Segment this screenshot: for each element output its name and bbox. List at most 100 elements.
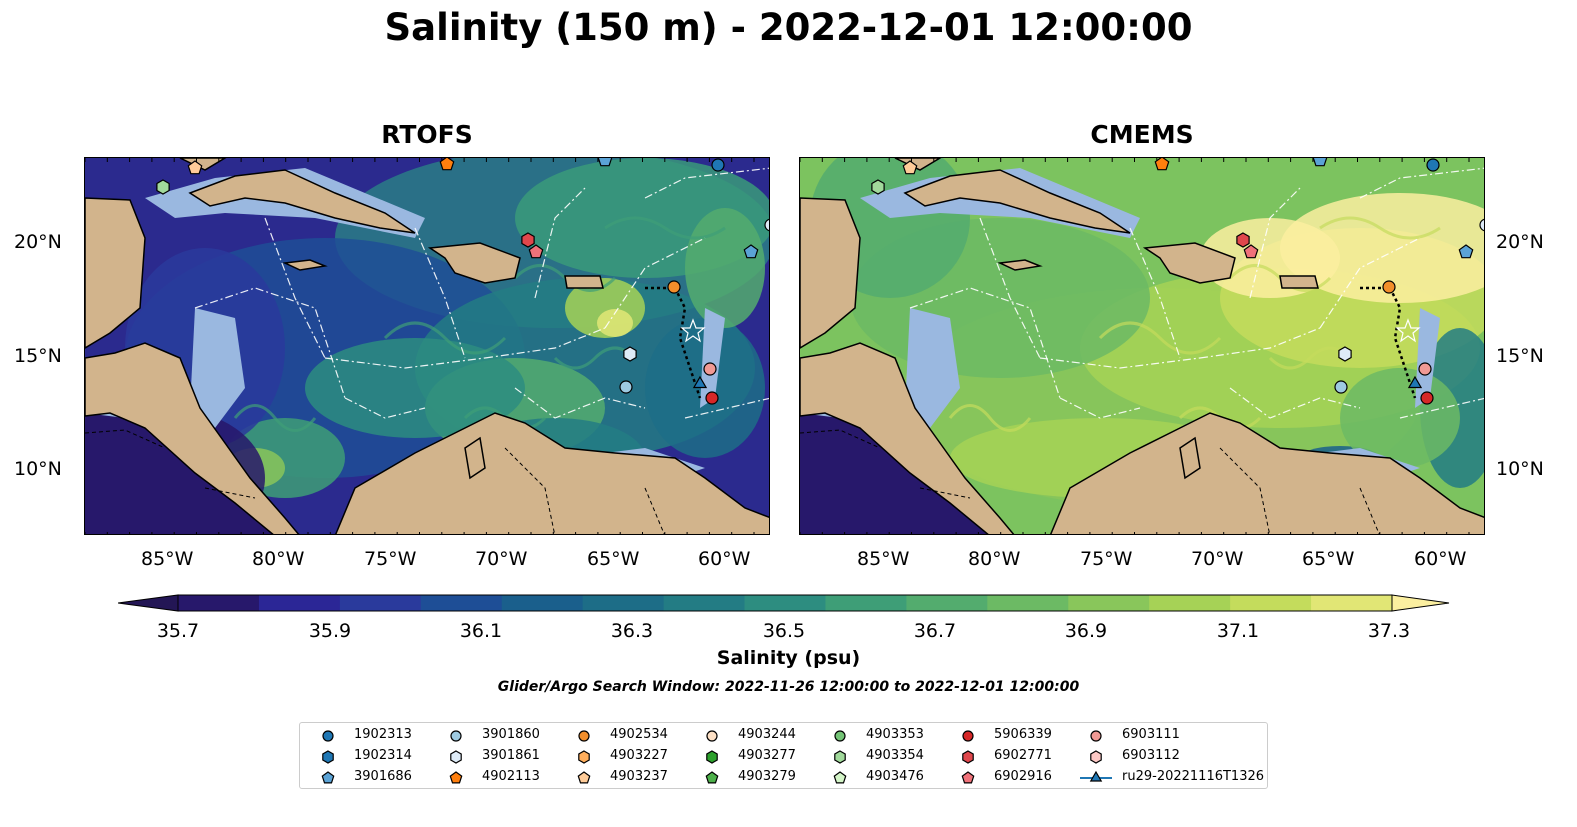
eddy-filament — [948, 404, 1032, 432]
colorbar-tick-label: 36.9 — [1064, 620, 1108, 642]
legend-marker-icon — [322, 750, 334, 764]
legend-marker-icon — [1090, 730, 1102, 742]
float-marker — [871, 179, 885, 195]
legend-marker-icon — [962, 750, 974, 764]
colorbar-segment — [987, 595, 1069, 611]
legend-entry: 5906339 — [950, 726, 1070, 744]
lon-tick-label: 65°W — [587, 548, 640, 570]
legend-label: 4902113 — [482, 769, 540, 784]
legend-entry: 1902313 — [310, 726, 430, 744]
float-marker — [1312, 158, 1328, 167]
continental-shelf — [905, 308, 960, 428]
float-marker — [619, 380, 633, 394]
legend-symbol — [962, 750, 974, 764]
legend-entry: 4903476 — [822, 768, 942, 786]
country-border — [644, 487, 665, 534]
legend-entry: 4903237 — [566, 768, 686, 786]
lat-tick-label: 15°N — [1496, 345, 1544, 367]
float-marker — [528, 244, 544, 259]
continental-shelf — [1415, 308, 1440, 408]
legend-symbol — [705, 771, 719, 784]
legend-label: 6903112 — [1122, 748, 1180, 763]
colorbar-segment — [825, 595, 907, 611]
panel-title-rtofs: RTOFS — [381, 120, 473, 149]
legend-label: 1902314 — [354, 748, 412, 763]
legend-symbol — [578, 750, 590, 764]
legend-marker-icon — [961, 771, 975, 784]
legend-marker-icon — [577, 771, 591, 784]
map-panel-cmems — [799, 157, 1485, 535]
eez-boundary — [1319, 237, 1421, 329]
colorbar-under-arrow — [118, 594, 179, 612]
lat-tick-label: 15°N — [14, 345, 62, 367]
float-marker — [1407, 375, 1423, 389]
float-marker — [1236, 232, 1250, 248]
colorbar-tick-label: 37.1 — [1216, 620, 1260, 642]
land-central-america — [800, 342, 1015, 534]
colorbar-segment — [663, 595, 746, 611]
legend-label: 5906339 — [994, 727, 1052, 742]
eez-boundary — [1399, 397, 1484, 419]
legend-label: ru29-20221116T1326 — [1122, 769, 1265, 784]
legend-symbol — [1090, 750, 1102, 764]
eez-boundary — [414, 227, 466, 359]
float-marker — [187, 160, 203, 175]
legend-symbol — [322, 750, 334, 764]
colorbar-tick-label: 36.5 — [762, 620, 806, 642]
colorbar-over-arrow — [1391, 594, 1450, 612]
eez-boundary — [1249, 187, 1301, 299]
legend-marker-icon — [834, 730, 846, 742]
legend-symbol — [577, 771, 591, 784]
legend-entry: 4903244 — [694, 726, 814, 744]
country-border — [504, 447, 556, 534]
eddy-filament — [1319, 216, 1441, 240]
legend-marker-icon — [706, 750, 718, 764]
float-marker — [156, 179, 170, 195]
lat-tick-label: 10°N — [14, 458, 62, 480]
legend-entry: 4903277 — [694, 747, 814, 765]
legend-entry: ru29-20221116T1326 — [1078, 768, 1268, 786]
legend-entry: 4902534 — [566, 726, 686, 744]
eddy-filament — [383, 321, 507, 355]
land-south-america — [335, 412, 769, 534]
eez-boundary — [1229, 387, 1361, 419]
float-marker — [743, 244, 759, 259]
colorbar — [118, 594, 1450, 612]
land-yucatan — [800, 197, 861, 349]
float-marker — [521, 232, 535, 248]
eez-boundary — [1199, 327, 1321, 359]
legend-entry: 6903111 — [1078, 726, 1198, 744]
float-marker — [902, 160, 918, 175]
colorbar-segment — [906, 595, 988, 611]
legend-entry: 6902916 — [950, 768, 1070, 786]
land-venezuela-lake — [464, 436, 486, 480]
legend: 1902313 1902314 3901686 3901860 3901861 49021… — [299, 722, 1268, 789]
land-cuba — [903, 169, 1131, 234]
colorbar-segment — [582, 595, 665, 611]
legend-symbol — [450, 730, 462, 742]
colorbar-tick-label: 36.7 — [913, 620, 957, 642]
legend-label: 1902313 — [354, 727, 412, 742]
lon-tick-label: 75°W — [1080, 548, 1133, 570]
eddy-filament — [553, 346, 637, 370]
legend-marker-icon — [1080, 770, 1112, 782]
eez-boundary — [979, 217, 1041, 359]
legend-entry: 4902113 — [438, 768, 558, 786]
colorbar-label: Salinity (psu) — [716, 647, 861, 669]
float-marker — [705, 391, 719, 405]
legend-entry: 3901686 — [310, 768, 430, 786]
salinity-patch — [685, 208, 765, 328]
legend-entry: 6902771 — [950, 747, 1070, 765]
country-border — [1359, 487, 1380, 534]
panel-title-cmems: CMEMS — [1090, 120, 1194, 149]
salinity-patch — [597, 309, 633, 337]
legend-symbol — [706, 750, 718, 764]
legend-entry: 6903112 — [1078, 747, 1198, 765]
eez-boundary — [324, 357, 486, 369]
legend-entry: 4903279 — [694, 768, 814, 786]
float-marker — [703, 362, 717, 376]
float-marker — [1382, 280, 1396, 294]
country-border — [204, 487, 256, 499]
country-border — [919, 487, 971, 499]
lon-tick-label: 75°W — [364, 548, 417, 570]
